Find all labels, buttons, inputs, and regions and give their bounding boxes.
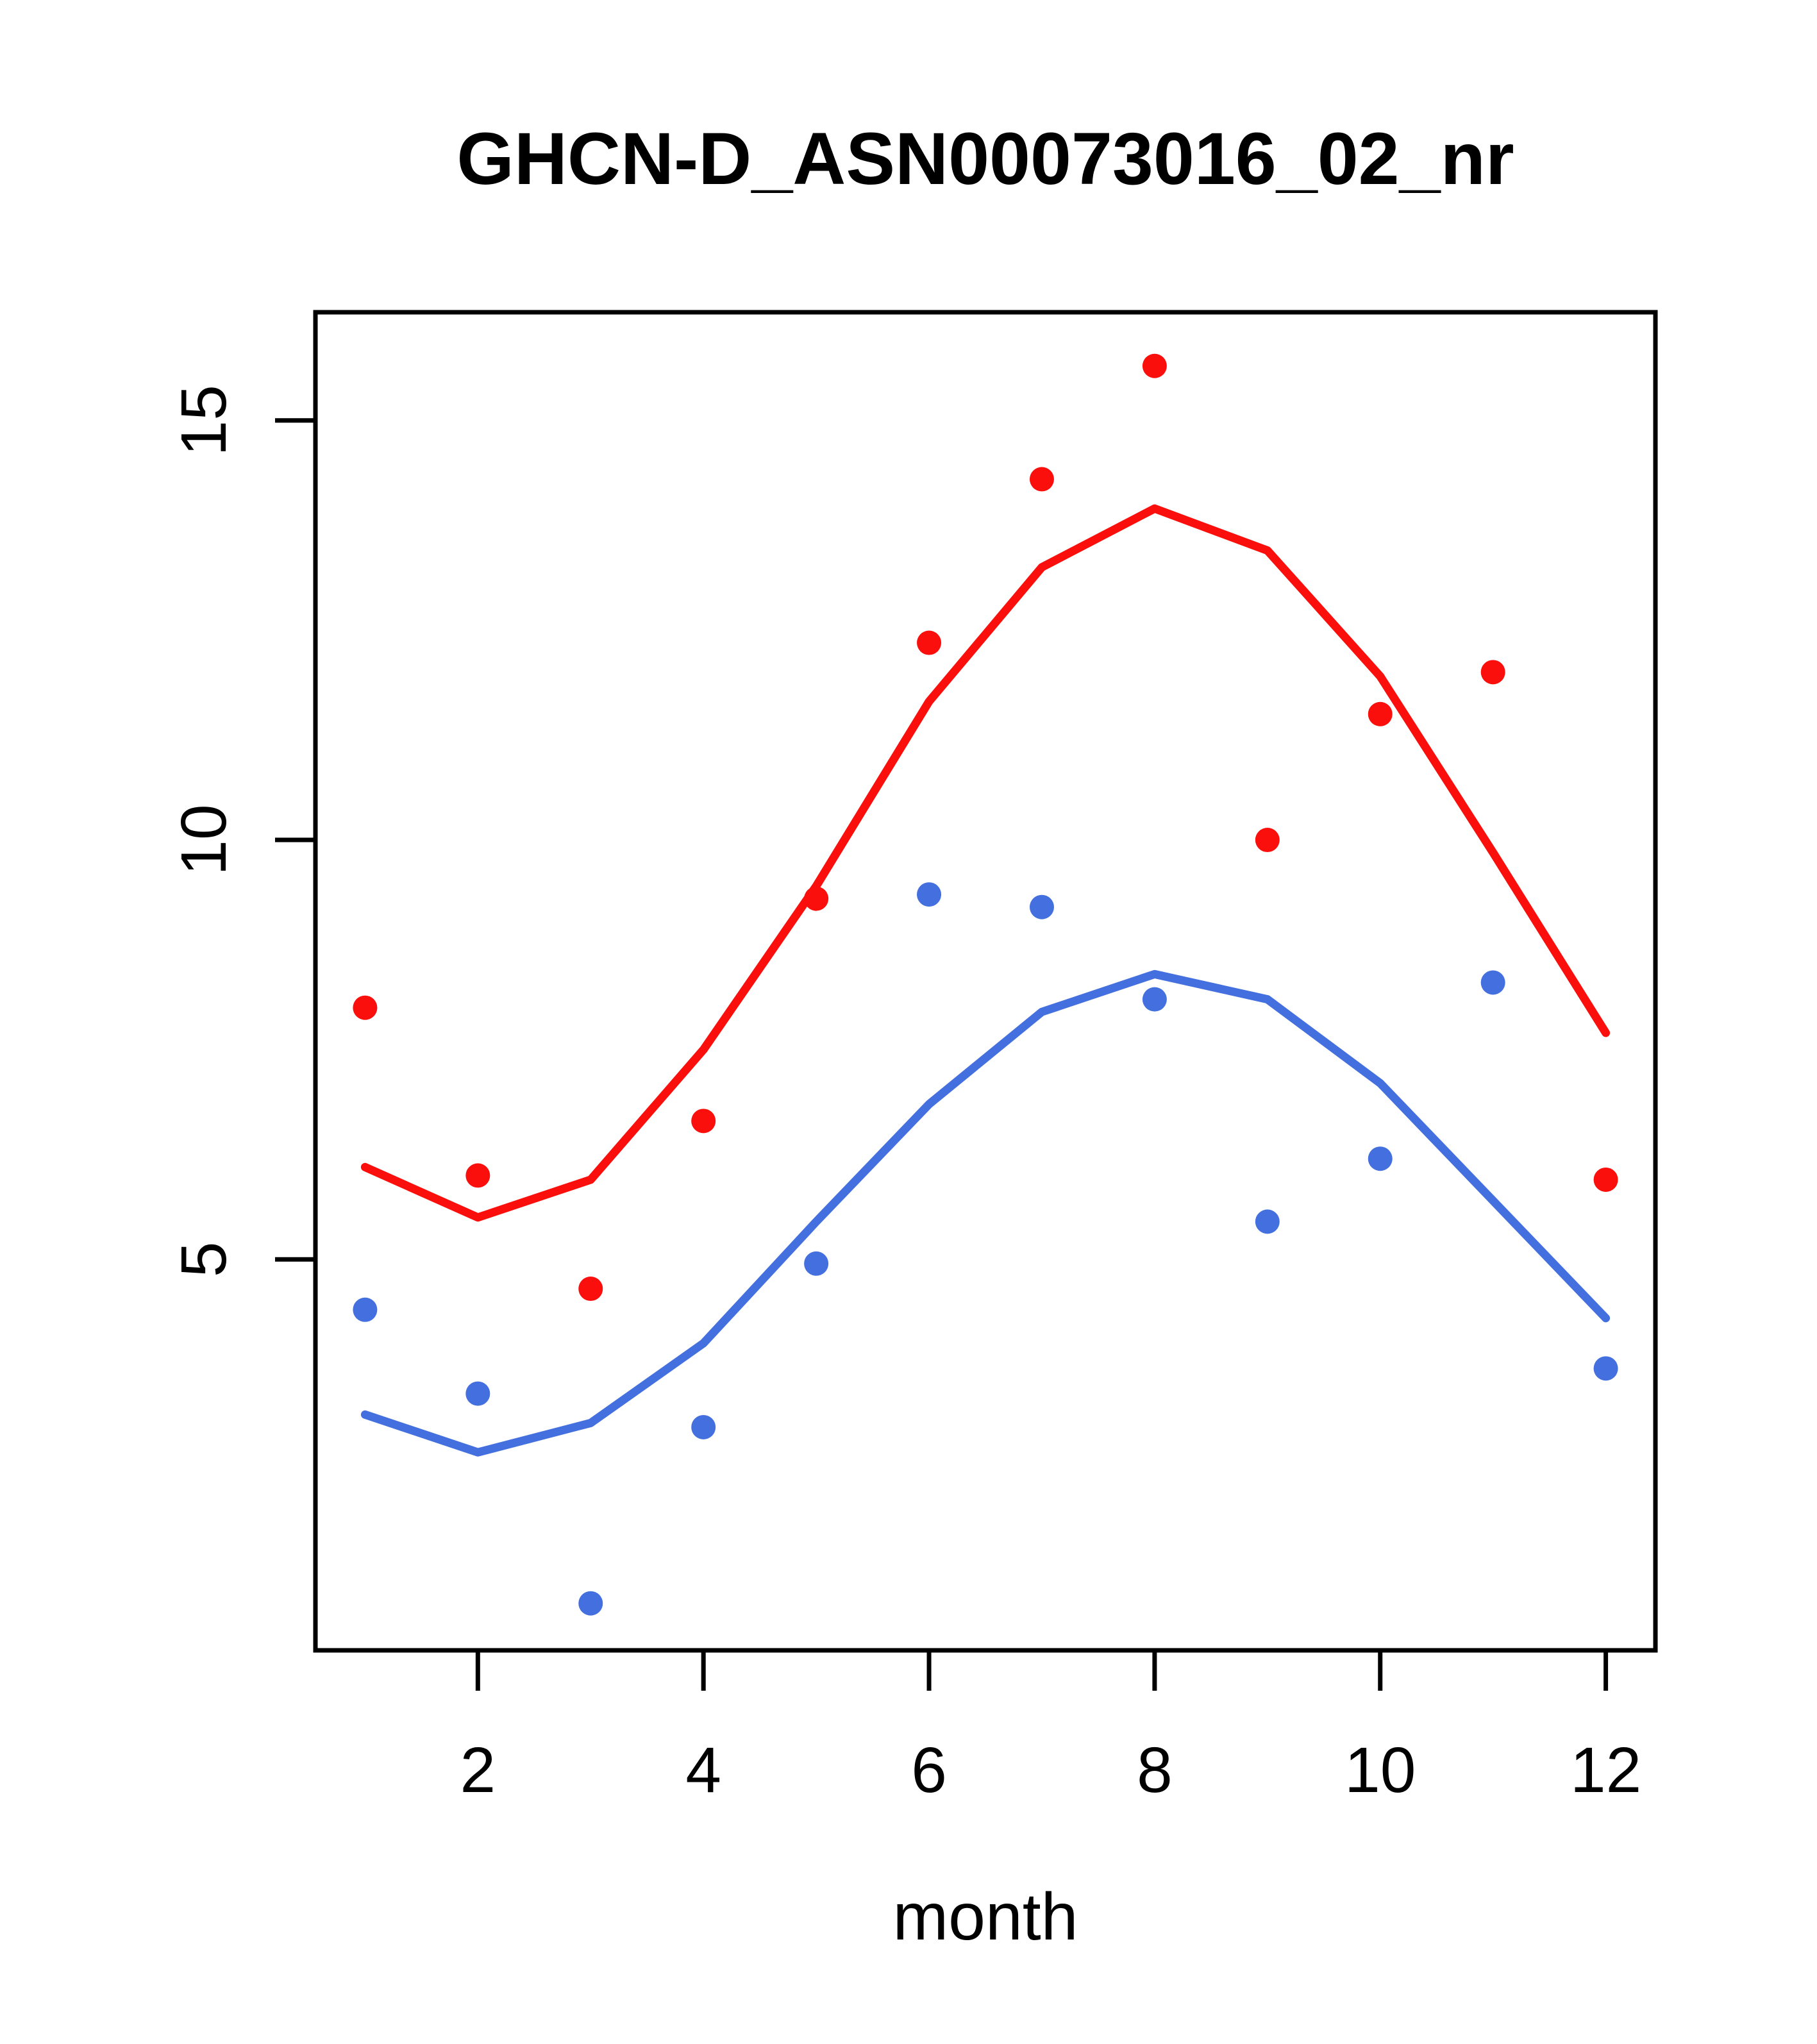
blue-point <box>1480 970 1505 995</box>
y-tick-label: 15 <box>168 385 240 456</box>
red-point <box>1480 660 1505 685</box>
red-point <box>578 1277 603 1302</box>
plot-box-border <box>313 310 1658 1653</box>
blue-point <box>353 1297 378 1322</box>
blue-point <box>1029 894 1054 919</box>
data-series-layer <box>353 353 1618 1616</box>
blue-point <box>578 1591 603 1616</box>
blue-line-smooth <box>360 969 1611 1457</box>
red-point <box>917 630 942 655</box>
red-point <box>1255 828 1280 853</box>
blue-point <box>1593 1356 1618 1381</box>
y-tick-label: 10 <box>168 804 240 875</box>
blue-point <box>691 1414 716 1439</box>
red-point <box>1593 1167 1618 1192</box>
x-tick-label: 10 <box>1344 1734 1416 1806</box>
red-point <box>691 1109 716 1134</box>
chart-title: GHCN-D_ASN00073016_02_nr <box>456 118 1514 200</box>
x-tick-label: 6 <box>911 1734 947 1806</box>
x-tick-label: 8 <box>1137 1734 1173 1806</box>
y-axis-ticks: 5 10 15 <box>168 385 315 1277</box>
blue-point <box>1142 987 1167 1012</box>
red-point <box>353 995 378 1020</box>
red-point <box>1368 701 1393 726</box>
x-tick-label: 4 <box>685 1734 721 1806</box>
blue-point <box>917 882 942 907</box>
red-point <box>804 886 829 911</box>
blue-point <box>465 1381 490 1406</box>
x-tick-label: 2 <box>460 1734 496 1806</box>
red-point <box>1029 467 1054 492</box>
blue-point <box>804 1251 829 1276</box>
x-axis-label: month <box>892 1880 1078 1954</box>
x-axis-ticks: 2 4 6 8 10 12 <box>460 1650 1641 1806</box>
x-tick-label: 12 <box>1570 1734 1641 1806</box>
red-line-smooth <box>360 504 1611 1222</box>
red-point <box>465 1163 490 1188</box>
blue-point <box>1368 1146 1393 1171</box>
y-tick-label: 5 <box>168 1241 240 1277</box>
blue-point <box>1255 1209 1280 1234</box>
red-point <box>1142 353 1167 378</box>
